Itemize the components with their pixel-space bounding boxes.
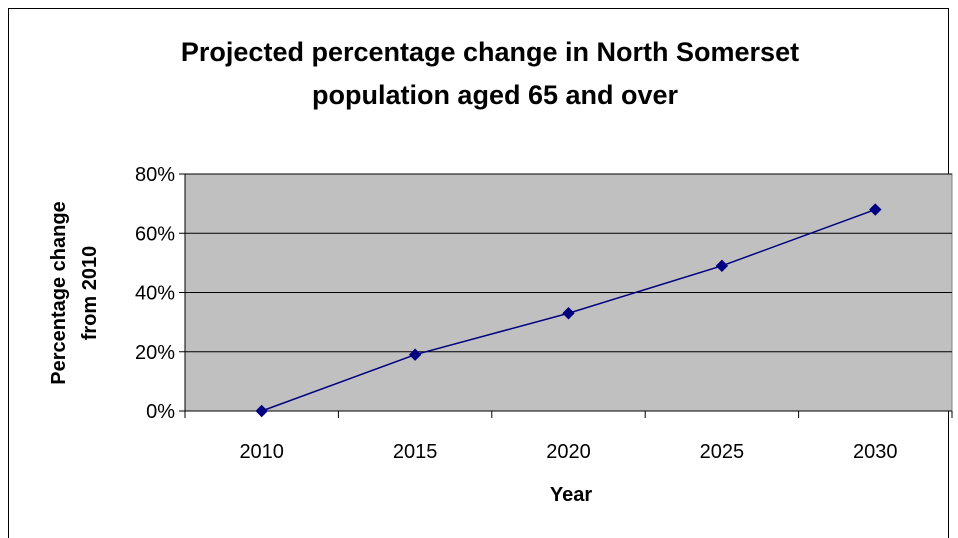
chart-title-line-2: population aged 65 and over (312, 80, 679, 110)
x-tick-label: 2010 (239, 441, 284, 463)
data-point-marker (255, 404, 268, 418)
data-point-marker (715, 259, 729, 273)
x-tick-label: 2025 (700, 441, 745, 463)
data-point-marker (408, 348, 422, 361)
y-axis-title-line-1: Percentage change (48, 201, 70, 384)
y-tick-label: 0% (146, 401, 175, 423)
y-tick-label: 20% (135, 342, 175, 364)
x-axis-title: Year (550, 484, 592, 506)
data-point-marker (562, 307, 575, 320)
x-tick-label: 2030 (853, 441, 898, 463)
plot-area: 0% 20% 40% 60% 80% 2010 2015 2020 2025 2030 (135, 164, 953, 463)
x-tick-label: 2015 (393, 441, 438, 463)
y-tick-label: 60% (135, 223, 175, 245)
chart-title-line-1: Projected percentage change in North Som… (181, 37, 799, 67)
y-axis-title-line-2: from 2010 (79, 246, 101, 341)
x-tick-label: 2020 (546, 441, 591, 463)
data-point-marker (869, 203, 882, 216)
y-tick-label: 80% (135, 164, 175, 186)
y-tick-label: 40% (135, 283, 175, 305)
